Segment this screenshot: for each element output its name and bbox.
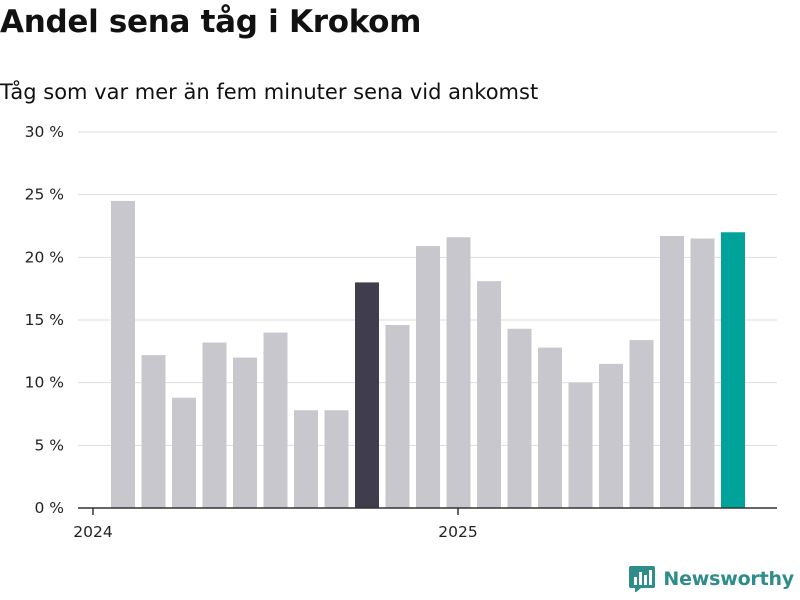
bar bbox=[416, 246, 440, 508]
bar bbox=[141, 355, 166, 508]
bar bbox=[446, 237, 471, 508]
bar bbox=[355, 282, 379, 508]
bar bbox=[111, 200, 135, 508]
newsworthy-logo: Newsworthy bbox=[629, 566, 794, 592]
y-tick-label: 0 % bbox=[34, 499, 64, 517]
y-tick-label: 30 % bbox=[25, 123, 64, 141]
newsworthy-chart-icon bbox=[629, 566, 656, 592]
bar bbox=[263, 332, 288, 508]
bar bbox=[538, 347, 562, 508]
bar bbox=[660, 236, 684, 508]
y-tick-label: 10 % bbox=[25, 374, 64, 392]
newsworthy-logo-text: Newsworthy bbox=[663, 568, 794, 590]
bar bbox=[172, 397, 196, 508]
chart-subtitle: Tåg som var mer än fem minuter sena vid … bbox=[0, 80, 539, 104]
bar bbox=[721, 232, 745, 508]
chart-title: Andel sena tåg i Krokom bbox=[0, 4, 422, 40]
bar bbox=[477, 281, 501, 508]
bar bbox=[233, 357, 257, 508]
bars bbox=[111, 200, 745, 509]
bar bbox=[568, 382, 593, 508]
bar bbox=[507, 328, 532, 508]
bar bbox=[385, 325, 410, 508]
x-tick-label: 2025 bbox=[438, 523, 477, 541]
bar bbox=[629, 340, 654, 508]
bar bbox=[690, 238, 715, 509]
y-tick-label: 20 % bbox=[25, 248, 64, 266]
bar bbox=[599, 363, 623, 508]
y-tick-label: 15 % bbox=[25, 311, 64, 329]
bar bbox=[202, 342, 227, 508]
y-tick-label: 25 % bbox=[25, 186, 64, 204]
bar bbox=[294, 410, 318, 508]
x-tick-label: 2024 bbox=[73, 523, 112, 541]
axes: 0 % 5 % 10 % 15 % 20 % 25 % 30 % 2024 2025 bbox=[25, 123, 777, 541]
y-tick-label: 5 % bbox=[34, 436, 64, 454]
bar bbox=[324, 410, 349, 508]
